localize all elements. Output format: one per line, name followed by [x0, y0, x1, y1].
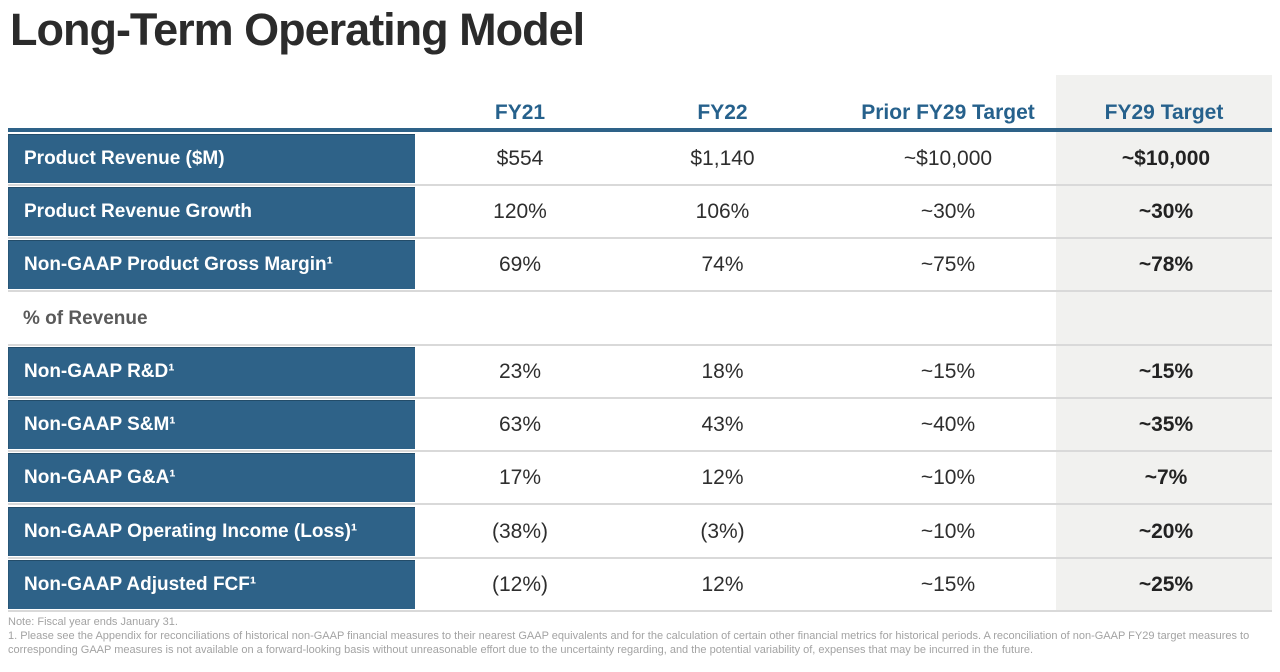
fy29-target-highlight-band	[1056, 75, 1272, 612]
cell-fy29-target: ~78%	[1138, 253, 1194, 276]
section-label: % of Revenue	[23, 308, 148, 329]
cell-fy21: $554	[496, 147, 544, 170]
table-row-rd: Non-GAAP R&D¹ 23% 18% ~15% ~15%	[8, 347, 1272, 399]
row-label: Non-GAAP G&A¹	[8, 453, 415, 502]
column-header-fy21: FY21	[494, 101, 546, 124]
cell-fy21: (12%)	[491, 573, 549, 596]
table-row-gross-margin: Non-GAAP Product Gross Margin¹ 69% 74% ~…	[8, 240, 1272, 292]
cell-fy21: (38%)	[491, 520, 549, 543]
row-separator	[8, 503, 1272, 505]
cell-fy22: 43%	[701, 413, 744, 436]
row-separator	[8, 557, 1272, 559]
row-separator	[8, 344, 1272, 346]
table-row-ga: Non-GAAP G&A¹ 17% 12% ~10% ~7%	[8, 453, 1272, 505]
cell-fy29-target: ~$10,000	[1121, 147, 1211, 170]
row-label: Non-GAAP S&M¹	[8, 400, 415, 449]
fiscal-year-note: Note: Fiscal year ends January 31.	[8, 616, 178, 628]
cell-prior-fy29-target: ~10%	[920, 466, 976, 489]
cell-fy21: 17%	[498, 466, 542, 489]
column-header-fy22: FY22	[697, 101, 748, 124]
row-label: Non-GAAP Product Gross Margin¹	[8, 240, 415, 289]
cell-fy21: 23%	[498, 360, 542, 383]
cell-fy29-target: ~20%	[1138, 520, 1194, 543]
cell-fy22: 18%	[701, 360, 744, 383]
cell-prior-fy29-target: ~15%	[920, 360, 976, 383]
column-header-fy29-target: FY29 Target	[1104, 101, 1224, 124]
cell-fy22: $1,140	[690, 147, 755, 170]
cell-prior-fy29-target: ~15%	[920, 573, 976, 596]
cell-fy29-target: ~25%	[1138, 573, 1194, 596]
cell-fy22: 74%	[701, 253, 744, 276]
row-label: Non-GAAP Operating Income (Loss)¹	[8, 507, 415, 556]
cell-prior-fy29-target: ~30%	[920, 200, 976, 223]
row-separator	[8, 290, 1272, 292]
cell-fy22: (3%)	[700, 520, 745, 543]
cell-fy22: 106%	[695, 200, 750, 223]
page-title: Long-Term Operating Model	[10, 4, 585, 55]
footnote-1: 1. Please see the Appendix for reconcili…	[8, 630, 1250, 656]
cell-fy22: 12%	[701, 466, 744, 489]
table-section-percent-of-revenue: % of Revenue	[8, 294, 1272, 346]
cell-fy21: 69%	[498, 253, 542, 276]
cell-fy22: 12%	[701, 573, 744, 596]
row-label: Product Revenue Growth	[8, 187, 415, 236]
cell-fy21: 63%	[498, 413, 542, 436]
header-divider-rule	[8, 128, 1272, 132]
cell-fy21: 120%	[493, 200, 547, 223]
row-separator	[8, 237, 1272, 239]
table-row-product-revenue-growth: Product Revenue Growth 120% 106% ~30% ~3…	[8, 187, 1272, 239]
cell-prior-fy29-target: ~$10,000	[903, 147, 993, 170]
row-separator	[8, 397, 1272, 399]
cell-fy29-target: ~35%	[1138, 413, 1194, 436]
cell-prior-fy29-target: ~40%	[920, 413, 976, 436]
cell-fy29-target: ~7%	[1144, 466, 1188, 489]
column-header-prior-fy29-target: Prior FY29 Target	[861, 101, 1035, 124]
row-label: Non-GAAP R&D¹	[8, 347, 415, 396]
row-label: Product Revenue ($M)	[8, 134, 415, 183]
row-separator	[8, 610, 1272, 612]
table-row-sm: Non-GAAP S&M¹ 63% 43% ~40% ~35%	[8, 400, 1272, 452]
cell-fy29-target: ~30%	[1138, 200, 1194, 223]
table-row-operating-income: Non-GAAP Operating Income (Loss)¹ (38%) …	[8, 507, 1272, 559]
cell-prior-fy29-target: ~10%	[920, 520, 976, 543]
row-label: Non-GAAP Adjusted FCF¹	[8, 560, 415, 609]
table-row-adjusted-fcf: Non-GAAP Adjusted FCF¹ (12%) 12% ~15% ~2…	[8, 560, 1272, 612]
table-row-product-revenue: Product Revenue ($M) $554 $1,140 ~$10,00…	[8, 134, 1272, 186]
row-separator	[8, 184, 1272, 186]
cell-prior-fy29-target: ~75%	[920, 253, 976, 276]
row-separator	[8, 450, 1272, 452]
cell-fy29-target: ~15%	[1138, 360, 1194, 383]
